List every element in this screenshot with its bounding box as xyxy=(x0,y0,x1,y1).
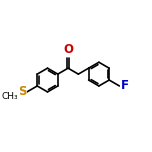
Text: CH₃: CH₃ xyxy=(2,92,18,101)
Text: F: F xyxy=(120,79,128,92)
Text: O: O xyxy=(63,43,73,56)
Text: S: S xyxy=(18,85,26,98)
